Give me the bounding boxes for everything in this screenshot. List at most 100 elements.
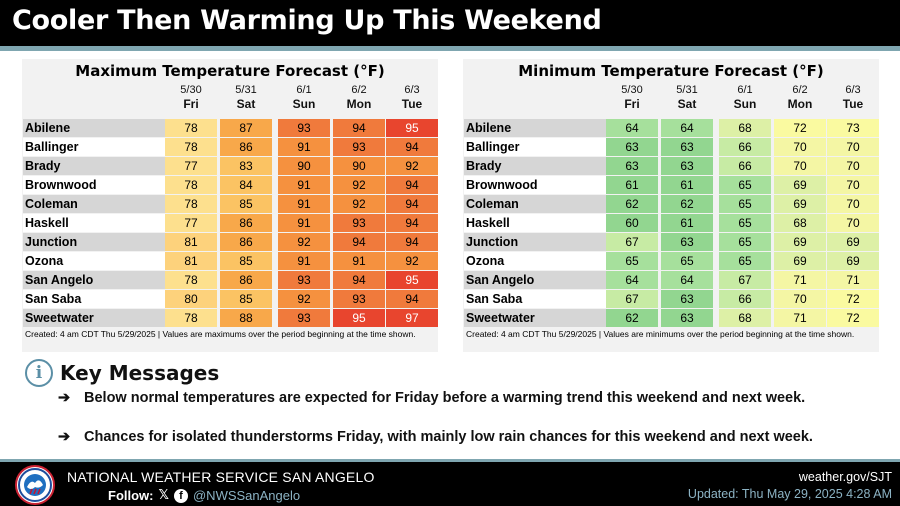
column-date: 6/3 [845,84,861,96]
column-date: 5/31 [235,84,257,96]
temperature-cell: 64 [661,271,713,289]
row-label: Ballinger [464,138,606,156]
temperature-cell: 67 [719,271,771,289]
row-label: Brownwood [464,176,606,194]
temperature-cell: 72 [827,309,879,327]
column-header: 6/2 Mon [774,83,826,111]
temperature-cell: 66 [719,157,771,175]
column-day: Fri [183,97,199,111]
temperature-cell: 65 [606,252,658,270]
social-handle[interactable]: @NWSSanAngelo [192,488,301,503]
temperature-cell: 95 [386,119,438,137]
row-label: Coleman [464,195,606,213]
temperature-cell: 70 [774,290,826,308]
column-date: 5/30 [180,84,202,96]
column-date: 6/3 [404,84,420,96]
temperature-cell: 78 [165,138,217,156]
temperature-cell: 69 [774,252,826,270]
temperature-cell: 94 [386,233,438,251]
temperature-cell: 67 [606,290,658,308]
social-follow: Follow: 𝕏 f @NWSSanAngelo [108,488,300,503]
temperature-cell: 91 [278,195,330,213]
row-label: Coleman [23,195,165,213]
column-date: 5/31 [676,84,698,96]
key-messages-heading: i Key Messages [25,359,219,387]
temperature-cell: 65 [719,233,771,251]
temperature-cell: 62 [661,195,713,213]
temperature-cell: 93 [278,119,330,137]
temperature-cell: 63 [661,157,713,175]
temperature-cell: 65 [719,176,771,194]
temperature-cell: 65 [719,252,771,270]
temperature-cell: 64 [606,119,658,137]
temperature-cell: 61 [606,176,658,194]
temperature-cell: 90 [278,157,330,175]
follow-label: Follow: [108,488,154,503]
temperature-cell: 91 [278,138,330,156]
temperature-cell: 63 [661,309,713,327]
temperature-cell: 73 [827,119,879,137]
website-link[interactable]: weather.gov/SJT [798,470,892,484]
temperature-cell: 65 [719,214,771,232]
temperature-cell: 70 [827,138,879,156]
temperature-cell: 84 [220,176,272,194]
temperature-cell: 86 [220,214,272,232]
title-bar: Cooler Then Warming Up This Weekend [0,0,900,46]
key-message-text: Below normal temperatures are expected f… [84,390,806,406]
column-header: 5/31 Sat [220,83,272,111]
temperature-cell: 77 [165,157,217,175]
key-message-text: Chances for isolated thunderstorms Frida… [84,429,813,445]
temperature-cell: 69 [774,195,826,213]
temperature-cell: 94 [386,138,438,156]
title-divider [0,46,900,51]
temperature-cell: 70 [774,138,826,156]
row-label: Haskell [464,214,606,232]
temperature-cell: 93 [278,309,330,327]
column-header: 6/3 Tue [386,83,438,111]
temperature-cell: 85 [220,290,272,308]
temperature-cell: 62 [606,195,658,213]
temperature-cell: 63 [606,157,658,175]
temperature-cell: 92 [386,252,438,270]
row-label: Brady [23,157,165,175]
temperature-cell: 93 [333,290,385,308]
max-temperature-table: Maximum Temperature Forecast (°F) Create… [22,59,438,352]
temperature-cell: 94 [386,290,438,308]
row-label: Ballinger [23,138,165,156]
x-logo-icon[interactable]: 𝕏 [158,488,169,503]
temperature-cell: 81 [165,252,217,270]
column-day: Tue [842,97,864,111]
temperature-cell: 63 [661,290,713,308]
updated-timestamp: Updated: Thu May 29, 2025 4:28 AM [687,487,892,501]
temperature-cell: 72 [827,290,879,308]
row-label: Sweetwater [23,309,165,327]
column-day: Tue [401,97,423,111]
temperature-cell: 71 [774,309,826,327]
temperature-cell: 93 [333,214,385,232]
column-header: 5/30 Fri [165,83,217,111]
temperature-cell: 70 [774,157,826,175]
row-label: San Angelo [23,271,165,289]
row-label: Brady [464,157,606,175]
footer-divider [0,459,900,462]
temperature-cell: 95 [333,309,385,327]
temperature-cell: 66 [719,290,771,308]
column-date: 6/1 [296,84,312,96]
temperature-cell: 90 [333,157,385,175]
temperature-cell: 83 [220,157,272,175]
column-date: 6/2 [792,84,808,96]
right-arrow-icon: ➔ [58,429,71,445]
temperature-cell: 94 [386,176,438,194]
temperature-cell: 97 [386,309,438,327]
column-day: Fri [624,97,640,111]
column-day: Sat [236,97,256,111]
temperature-cell: 78 [165,195,217,213]
column-date: 6/1 [737,84,753,96]
temperature-cell: 61 [661,214,713,232]
temperature-cell: 86 [220,138,272,156]
temperature-cell: 69 [774,176,826,194]
min-temperature-table: Minimum Temperature Forecast (°F) Create… [463,59,879,352]
facebook-icon[interactable]: f [173,488,188,503]
temperature-cell: 88 [220,309,272,327]
row-label: Haskell [23,214,165,232]
